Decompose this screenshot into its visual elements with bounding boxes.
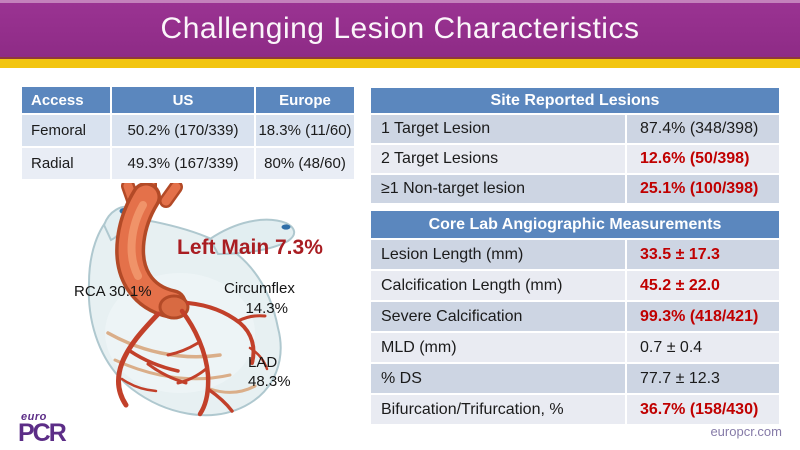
core-row-value: 33.5 ± 17.3 <box>627 240 779 269</box>
access-row-femoral-us: 50.2% (170/339) <box>112 115 254 146</box>
europcr-logo-euro: euro <box>21 411 47 423</box>
core-row-value: 0.7 ± 0.4 <box>627 333 779 362</box>
core-row-value: 99.3% (418/421) <box>627 302 779 331</box>
access-table: Access US Europe Femoral 50.2% (170/339)… <box>22 87 354 179</box>
label-circumflex-value: 14.3% <box>245 300 288 317</box>
core-row-label: Lesion Length (mm) <box>371 240 625 269</box>
heart-diagram-svg <box>87 177 296 417</box>
core-row-label: % DS <box>371 364 625 393</box>
coronary-arteries <box>116 301 269 417</box>
circumflex-artery <box>186 301 269 371</box>
access-table-header-us: US <box>112 87 254 113</box>
access-table-header-europe: Europe <box>256 87 354 113</box>
core-row-label: Calcification Length (mm) <box>371 271 625 300</box>
gold-divider-bar <box>0 59 800 68</box>
site-row-label: 2 Target Lesions <box>371 145 625 173</box>
site-row-label: 1 Target Lesion <box>371 115 625 143</box>
label-lad: LAD 48.3% <box>248 353 291 391</box>
core-row-label: Bifurcation/Trifurcation, % <box>371 395 625 424</box>
access-table-header-access: Access <box>22 87 110 113</box>
label-lad-name: LAD <box>248 354 278 371</box>
access-row-radial-us: 49.3% (167/339) <box>112 148 254 179</box>
core-lab-table: Core Lab Angiographic Measurements Lesio… <box>371 211 779 424</box>
heart-illustration <box>60 177 312 421</box>
label-lad-value: 48.3% <box>248 373 291 390</box>
core-row-label: Severe Calcification <box>371 302 625 331</box>
slide-title: Challenging Lesion Characteristics <box>160 12 640 45</box>
europcr-logo: euro PCR <box>18 411 67 447</box>
europcr-logo-pcr: PCR <box>18 419 67 447</box>
site-row-label: ≥1 Non-target lesion <box>371 175 625 203</box>
access-row-femoral-europe: 18.3% (11/60) <box>256 115 354 146</box>
access-row-radial-label: Radial <box>22 148 110 179</box>
access-row-radial-europe: 80% (48/60) <box>256 148 354 179</box>
site-reported-table-title: Site Reported Lesions <box>371 88 779 113</box>
label-left-main: Left Main 7.3% <box>177 236 323 259</box>
label-circumflex-name: Circumflex <box>224 280 295 297</box>
access-row-femoral-label: Femoral <box>22 115 110 146</box>
site-row-value: 12.6% (50/398) <box>627 145 779 173</box>
vessel-dot-right <box>281 224 291 230</box>
core-row-value: 77.7 ± 12.3 <box>627 364 779 393</box>
label-circumflex: Circumflex 14.3% <box>224 279 295 319</box>
site-row-value: 87.4% (348/398) <box>627 115 779 143</box>
core-row-value: 36.7% (158/430) <box>627 395 779 424</box>
site-row-value: 25.1% (100/398) <box>627 175 779 203</box>
slide-header: Challenging Lesion Characteristics <box>0 0 800 59</box>
lad-artery <box>166 308 234 417</box>
site-reported-table: Site Reported Lesions 1 Target Lesion 87… <box>371 88 779 203</box>
footer-url: europcr.com <box>710 424 782 439</box>
core-lab-table-title: Core Lab Angiographic Measurements <box>371 211 779 238</box>
core-row-value: 45.2 ± 22.0 <box>627 271 779 300</box>
core-row-label: MLD (mm) <box>371 333 625 362</box>
label-rca: RCA 30.1% <box>74 283 152 300</box>
